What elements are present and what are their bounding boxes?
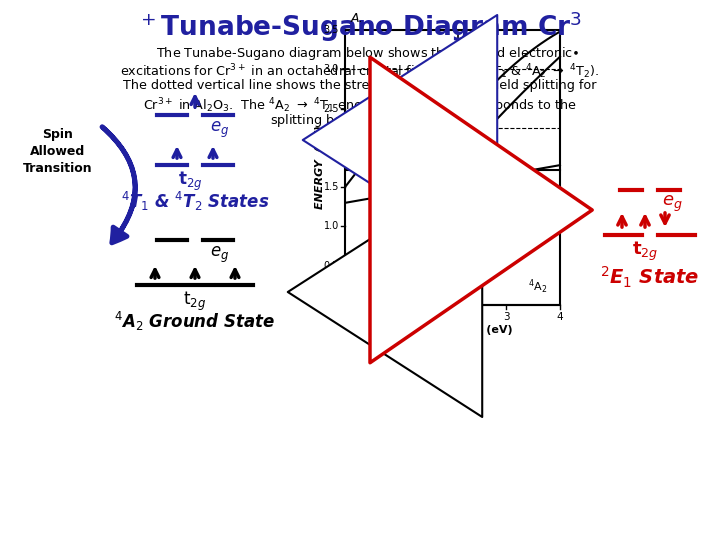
Text: 0.5: 0.5 xyxy=(323,261,339,271)
Text: $^4$T$_2$: $^4$T$_2$ xyxy=(480,127,498,145)
Text: $^2$E: $^2$E xyxy=(480,153,493,170)
Text: Spin
Allowed
Transition: Spin Allowed Transition xyxy=(23,128,93,175)
Text: $^4$T$_1$ & $^4$T$_2$ States: $^4$T$_1$ & $^4$T$_2$ States xyxy=(121,190,269,213)
Text: 1.0: 1.0 xyxy=(324,221,339,232)
Text: 1.5: 1.5 xyxy=(323,182,339,192)
Text: 3: 3 xyxy=(503,312,510,322)
Text: t$_{2g}$: t$_{2g}$ xyxy=(184,290,207,313)
Text: 3.0: 3.0 xyxy=(324,64,339,75)
Text: excitations for Cr$^{3+}$ in an octahedral crystal field ($^4$A$_2$ $\rightarrow: excitations for Cr$^{3+}$ in an octahedr… xyxy=(120,62,600,82)
Text: 0: 0 xyxy=(342,312,348,322)
FancyArrowPatch shape xyxy=(102,127,135,243)
Text: $^+$Tunabe-Sugano Diagram Cr$^3$: $^+$Tunabe-Sugano Diagram Cr$^3$ xyxy=(138,10,582,44)
Text: The Tunabe-Sugano diagram below shows the allowed electronic$\bullet$: The Tunabe-Sugano diagram below shows th… xyxy=(140,45,580,62)
Text: splitting between t$_{2g}$ and e$_g$: splitting between t$_{2g}$ and e$_g$ xyxy=(271,113,449,131)
Text: Cr$^{3+}$ in ruby: Cr$^{3+}$ in ruby xyxy=(462,195,525,211)
Text: ENERGY  (eV): ENERGY (eV) xyxy=(315,126,325,210)
Text: $e_g$: $e_g$ xyxy=(210,120,229,140)
Text: 3.5: 3.5 xyxy=(323,25,339,35)
Text: $^2$E$_1$ State: $^2$E$_1$ State xyxy=(600,265,700,290)
Text: $^4$A$_2$ Ground State: $^4$A$_2$ Ground State xyxy=(114,310,276,333)
Text: 2.0: 2.0 xyxy=(323,143,339,153)
Text: 4: 4 xyxy=(557,312,563,322)
Text: $e_g$: $e_g$ xyxy=(210,245,229,265)
Text: $^4$A$_2$: $^4$A$_2$ xyxy=(528,277,547,295)
Text: $^4$T$_1$: $^4$T$_1$ xyxy=(452,87,471,106)
Text: 0.0: 0.0 xyxy=(324,300,339,310)
Text: Cr$^{3+}$ in Al$_2$O$_3$.  The $^4$A$_2$ $\rightarrow$ $^4$T$_1$ energy differen: Cr$^{3+}$ in Al$_2$O$_3$. The $^4$A$_2$ … xyxy=(143,96,577,116)
Text: The dotted vertical line shows the strength of the crystal field splitting for: The dotted vertical line shows the stren… xyxy=(123,79,597,92)
Text: t$_{2g}$: t$_{2g}$ xyxy=(632,240,658,263)
Text: $e_g$: $e_g$ xyxy=(662,194,683,214)
Text: LIGAND FIELD  (eV): LIGAND FIELD (eV) xyxy=(392,325,513,335)
Text: 2: 2 xyxy=(449,312,456,322)
Text: A.: A. xyxy=(351,12,364,25)
Text: 2.5: 2.5 xyxy=(323,104,339,113)
Text: 1: 1 xyxy=(395,312,402,322)
Text: t$_{2g}$: t$_{2g}$ xyxy=(178,170,202,193)
